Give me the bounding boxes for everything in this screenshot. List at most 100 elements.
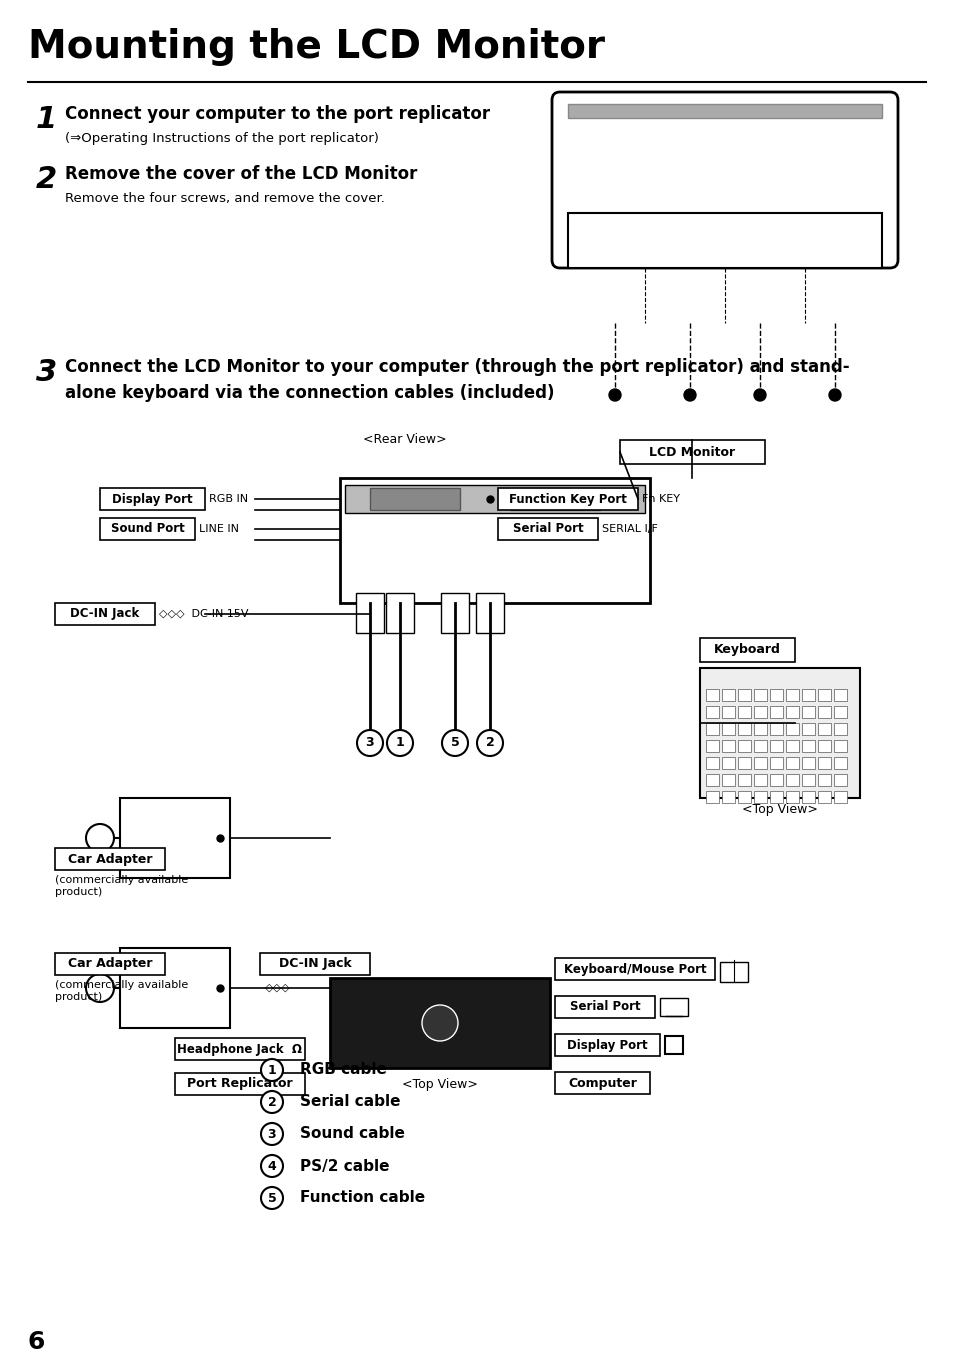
Bar [721,723,734,735]
Bar [721,757,734,769]
Bar [738,791,750,803]
Bar [785,774,799,786]
Text: Computer: Computer [567,1077,637,1089]
Circle shape [261,1123,283,1144]
Bar [833,757,846,769]
Text: 2: 2 [36,165,57,194]
Bar [355,593,384,633]
Text: Sound cable: Sound cable [299,1127,404,1142]
Text: PS/2 cable: PS/2 cable [299,1158,389,1173]
Text: Car Adapter: Car Adapter [68,853,152,865]
Bar [705,706,719,717]
Text: 3: 3 [268,1127,276,1140]
Bar [330,978,550,1069]
Text: 3: 3 [36,358,57,386]
Bar [720,961,747,982]
Text: 5: 5 [268,1192,276,1204]
Bar [738,706,750,717]
Bar [705,791,719,803]
Bar [753,689,766,701]
Bar [705,740,719,753]
Bar [817,757,830,769]
Bar [738,757,750,769]
Bar [567,104,882,118]
Text: Car Adapter: Car Adapter [68,957,152,971]
Bar [769,791,782,803]
Circle shape [387,730,413,757]
Text: Headphone Jack  Ω: Headphone Jack Ω [177,1043,302,1055]
Bar [386,593,414,633]
Bar [55,848,165,871]
Bar [785,791,799,803]
Text: Keyboard: Keyboard [713,644,781,656]
Circle shape [608,389,620,401]
Bar [567,213,882,268]
Bar [738,740,750,753]
Circle shape [828,389,841,401]
Bar [55,603,154,625]
Bar [664,1036,682,1054]
Text: 1: 1 [395,736,404,750]
Bar [833,723,846,735]
Bar [785,740,799,753]
Bar [120,797,230,877]
Text: ◇◇◇  DC-IN 15V: ◇◇◇ DC-IN 15V [159,609,248,618]
Bar [753,791,766,803]
Bar [801,791,814,803]
Bar [721,774,734,786]
Bar [555,1035,659,1056]
Bar [753,740,766,753]
Text: LINE IN: LINE IN [199,523,239,534]
Bar [769,757,782,769]
Bar [721,740,734,753]
Bar [769,689,782,701]
Text: Sound Port: Sound Port [111,522,184,536]
Bar [721,706,734,717]
Bar [833,791,846,803]
Text: 2: 2 [485,736,494,750]
Bar [769,740,782,753]
Text: <Rear View>: <Rear View> [363,433,446,446]
Text: 1: 1 [268,1063,276,1077]
Bar [833,774,846,786]
Bar [260,953,370,975]
Circle shape [261,1059,283,1081]
Text: RGB IN: RGB IN [209,494,248,504]
Circle shape [261,1186,283,1210]
Bar [817,791,830,803]
Bar [753,757,766,769]
Text: RGB cable: RGB cable [299,1063,387,1078]
Text: Function cable: Function cable [299,1191,425,1205]
Text: Display Port: Display Port [112,492,193,506]
Bar [801,689,814,701]
Bar [659,998,687,1016]
Text: SERIAL I/F: SERIAL I/F [601,523,658,534]
Text: Mounting the LCD Monitor: Mounting the LCD Monitor [28,28,604,66]
Text: LCD Monitor: LCD Monitor [649,446,735,458]
Text: DC-IN Jack: DC-IN Jack [278,957,351,971]
Circle shape [356,730,382,757]
Bar [370,488,459,510]
Bar [619,439,764,464]
Bar [769,706,782,717]
Text: 5: 5 [450,736,459,750]
Bar [339,479,649,603]
Bar [817,706,830,717]
Text: 6: 6 [28,1330,46,1355]
Bar [705,757,719,769]
Bar [721,791,734,803]
Text: 3: 3 [365,736,374,750]
Bar [833,706,846,717]
Circle shape [86,824,113,852]
FancyBboxPatch shape [552,92,897,268]
Bar [738,689,750,701]
Circle shape [441,730,468,757]
Bar [497,488,638,510]
Text: Port Replicator: Port Replicator [187,1078,293,1090]
Text: Serial cable: Serial cable [299,1094,400,1109]
Text: (commercially available
product): (commercially available product) [55,875,188,896]
Circle shape [753,389,765,401]
Bar [817,689,830,701]
Circle shape [86,974,113,1002]
Bar [817,774,830,786]
